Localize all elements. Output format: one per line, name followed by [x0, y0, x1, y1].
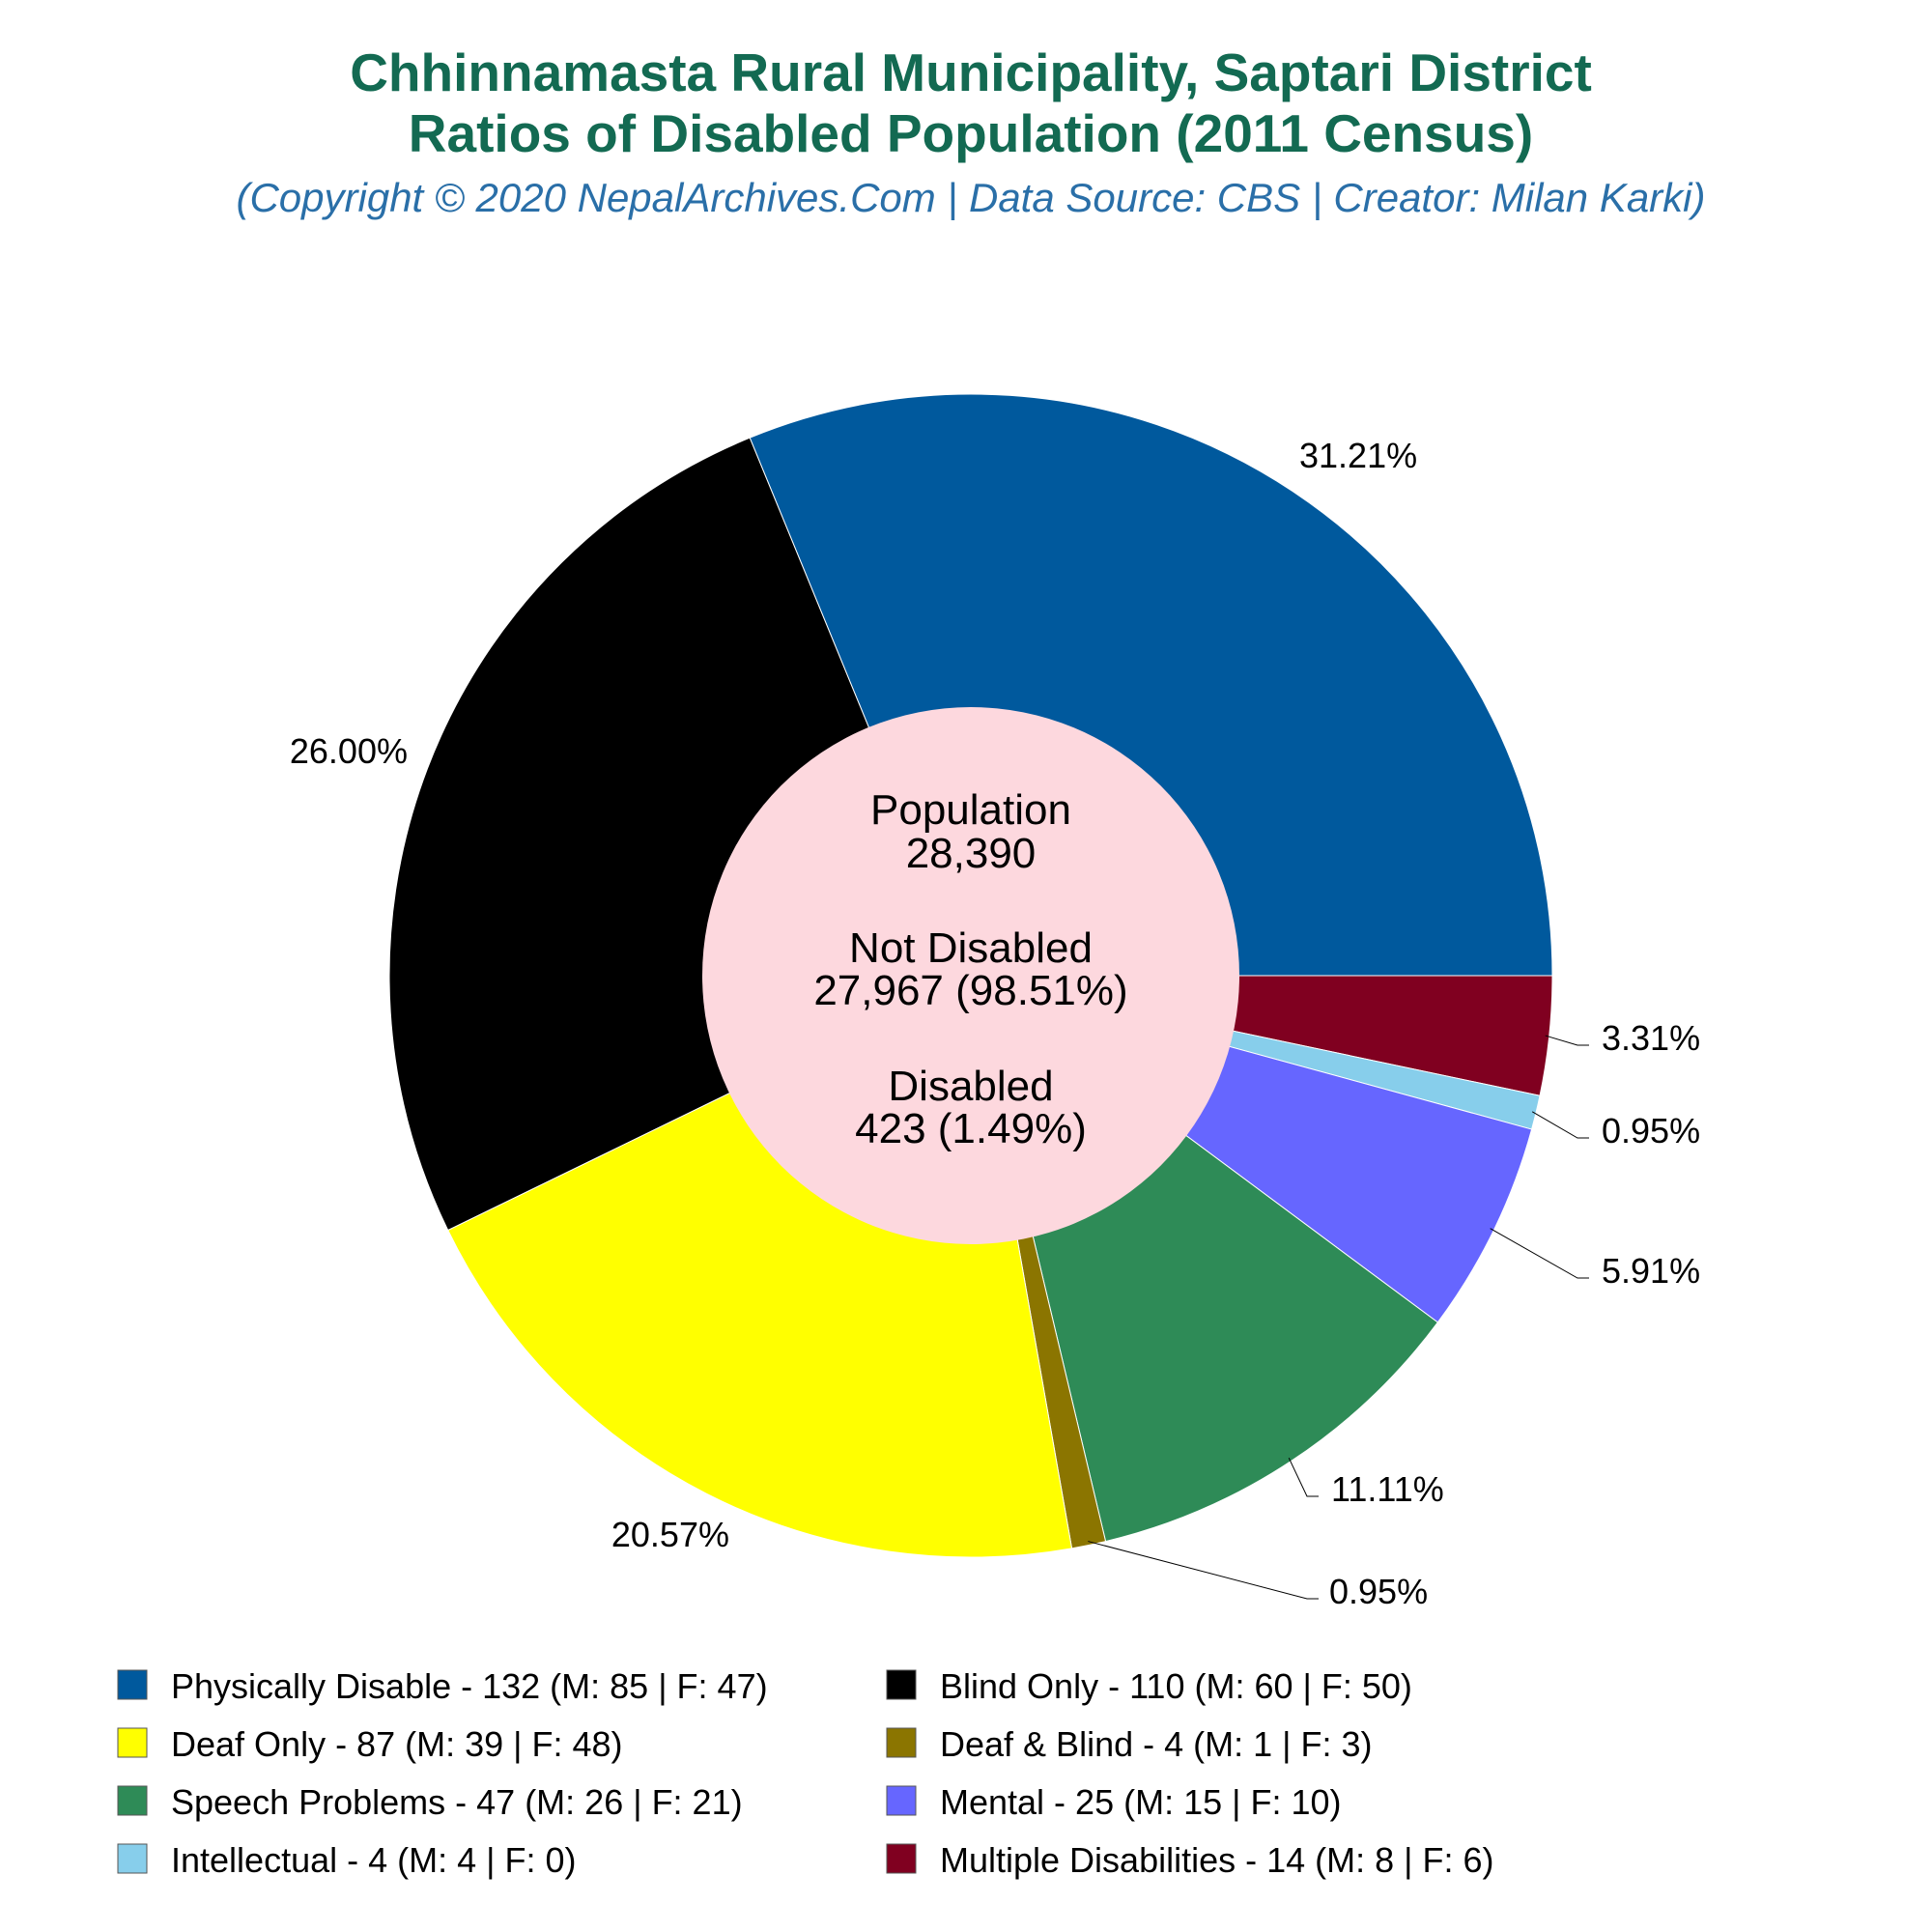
center-not-disabled-value: 27,967 (98.51%)	[813, 967, 1127, 1014]
center-disabled-label: Disabled	[888, 1063, 1053, 1110]
legend-item-deaf-only: Deaf Only - 87 (M: 39 | F: 48)	[117, 1724, 623, 1764]
percent-label-deaf-blind: 0.95%	[1329, 1572, 1428, 1611]
legend-label: Deaf Only - 87 (M: 39 | F: 48)	[171, 1724, 623, 1764]
chart-caption: (Copyright © 2020 NepalArchives.Com | Da…	[236, 175, 1705, 221]
legend-swatch	[886, 1785, 917, 1816]
legend-swatch	[886, 1669, 917, 1700]
legend: Physically Disable - 132 (M: 85 | F: 47)…	[117, 1666, 1494, 1880]
legend-label: Intellectual - 4 (M: 4 | F: 0)	[171, 1840, 576, 1880]
leader-line-intellectual	[1531, 1111, 1589, 1139]
legend-label: Mental - 25 (M: 15 | F: 10)	[940, 1782, 1342, 1822]
center-population-label: Population	[870, 786, 1071, 834]
legend-item-intellectual: Intellectual - 4 (M: 4 | F: 0)	[117, 1840, 576, 1880]
percent-label-blind-only: 26.00%	[290, 731, 408, 771]
center-not-disabled-label: Not Disabled	[849, 924, 1093, 972]
legend-label: Speech Problems - 47 (M: 26 | F: 21)	[171, 1782, 743, 1822]
legend-swatch	[117, 1785, 148, 1816]
leader-line-deaf-blind	[1088, 1541, 1319, 1600]
percent-label-deaf-only: 20.57%	[611, 1515, 729, 1554]
label-leader-lines	[1088, 1035, 1589, 1600]
legend-swatch	[117, 1727, 148, 1758]
legend-swatch	[886, 1727, 917, 1758]
leader-line-mental	[1490, 1228, 1589, 1279]
percent-label-multiple-disabilities: 3.31%	[1602, 1018, 1700, 1058]
legend-item-blind-only: Blind Only - 110 (M: 60 | F: 50)	[886, 1666, 1412, 1706]
legend-label: Deaf & Blind - 4 (M: 1 | F: 3)	[940, 1724, 1373, 1764]
percent-label-mental: 5.91%	[1602, 1251, 1700, 1291]
legend-item-multiple-disabilities: Multiple Disabilities - 14 (M: 8 | F: 6)	[886, 1840, 1494, 1880]
legend-item-mental: Mental - 25 (M: 15 | F: 10)	[886, 1782, 1342, 1822]
chart-title: Chhinnamasta Rural Municipality, Saptari…	[350, 43, 1592, 102]
percent-label-intellectual: 0.95%	[1602, 1111, 1700, 1151]
chart-subtitle: Ratios of Disabled Population (2011 Cens…	[409, 103, 1533, 163]
legend-label: Physically Disable - 132 (M: 85 | F: 47)	[171, 1666, 768, 1706]
leader-line-multiple-disabilities	[1545, 1035, 1589, 1046]
legend-swatch	[117, 1669, 148, 1700]
leader-line-speech-problems	[1288, 1458, 1319, 1497]
percent-label-physically-disable: 31.21%	[1299, 436, 1417, 475]
legend-swatch	[886, 1843, 917, 1874]
percent-label-speech-problems: 11.11%	[1331, 1469, 1444, 1509]
legend-swatch	[117, 1843, 148, 1874]
legend-item-deaf-blind: Deaf & Blind - 4 (M: 1 | F: 3)	[886, 1724, 1373, 1764]
center-hole	[702, 707, 1239, 1244]
center-population-value: 28,390	[906, 830, 1037, 877]
legend-label: Blind Only - 110 (M: 60 | F: 50)	[940, 1666, 1412, 1706]
center-disabled-value: 423 (1.49%)	[855, 1105, 1087, 1152]
legend-item-speech-problems: Speech Problems - 47 (M: 26 | F: 21)	[117, 1782, 743, 1822]
percent-labels: 31.21% 3.31% 0.95% 5.91% 11.11% 0.95% 20.57% 26…	[290, 436, 1700, 1611]
legend-item-physically-disable: Physically Disable - 132 (M: 85 | F: 47)	[117, 1666, 768, 1706]
legend-label: Multiple Disabilities - 14 (M: 8 | F: 6)	[940, 1840, 1494, 1880]
